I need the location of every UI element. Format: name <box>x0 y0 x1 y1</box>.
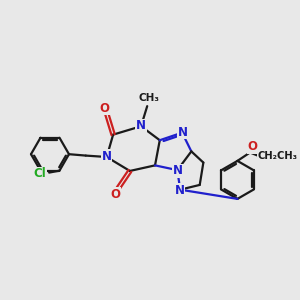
Text: N: N <box>136 119 146 132</box>
Text: N: N <box>102 150 112 163</box>
Text: N: N <box>178 126 188 139</box>
Text: O: O <box>248 140 258 153</box>
Text: N: N <box>173 164 183 177</box>
Text: N: N <box>175 184 184 197</box>
Text: CH₃: CH₃ <box>138 93 159 103</box>
Text: Cl: Cl <box>34 167 46 181</box>
Text: CH₂CH₃: CH₂CH₃ <box>257 152 297 161</box>
Text: O: O <box>110 188 120 201</box>
Text: O: O <box>100 102 110 115</box>
